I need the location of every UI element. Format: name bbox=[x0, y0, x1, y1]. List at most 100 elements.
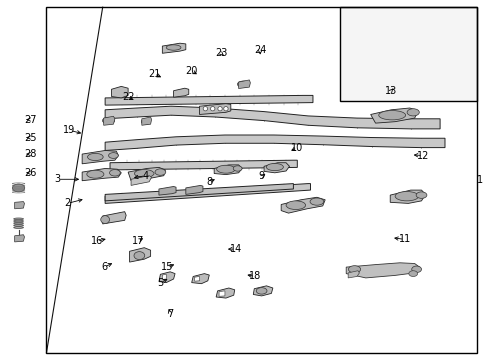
Polygon shape bbox=[264, 163, 289, 173]
Ellipse shape bbox=[415, 192, 426, 198]
Text: 16: 16 bbox=[90, 236, 103, 246]
Ellipse shape bbox=[14, 227, 23, 229]
Polygon shape bbox=[347, 271, 359, 278]
Text: 1: 1 bbox=[476, 175, 482, 185]
Ellipse shape bbox=[394, 192, 418, 201]
Ellipse shape bbox=[102, 117, 114, 124]
Ellipse shape bbox=[166, 45, 181, 50]
Ellipse shape bbox=[408, 271, 417, 276]
Ellipse shape bbox=[309, 198, 323, 205]
Polygon shape bbox=[162, 274, 166, 279]
Ellipse shape bbox=[14, 225, 23, 226]
Polygon shape bbox=[159, 272, 175, 283]
Text: 4: 4 bbox=[142, 171, 148, 181]
Polygon shape bbox=[281, 197, 325, 213]
Ellipse shape bbox=[285, 201, 305, 210]
Text: 14: 14 bbox=[229, 244, 242, 254]
Polygon shape bbox=[185, 185, 203, 194]
Text: 21: 21 bbox=[147, 69, 160, 79]
Polygon shape bbox=[105, 184, 293, 201]
Text: 28: 28 bbox=[24, 149, 37, 159]
Ellipse shape bbox=[134, 252, 144, 260]
Polygon shape bbox=[105, 184, 310, 203]
Ellipse shape bbox=[14, 220, 23, 222]
Polygon shape bbox=[191, 274, 209, 284]
Polygon shape bbox=[214, 165, 242, 175]
Polygon shape bbox=[105, 95, 312, 105]
Polygon shape bbox=[82, 168, 121, 181]
Ellipse shape bbox=[233, 166, 242, 171]
Text: 24: 24 bbox=[253, 45, 266, 55]
Polygon shape bbox=[162, 43, 185, 53]
Ellipse shape bbox=[216, 165, 235, 173]
Text: 13: 13 bbox=[384, 86, 397, 96]
Ellipse shape bbox=[109, 170, 120, 176]
Text: 17: 17 bbox=[131, 236, 144, 246]
Ellipse shape bbox=[14, 218, 23, 220]
Text: 18: 18 bbox=[248, 271, 261, 282]
Bar bbox=[339, 7, 476, 101]
Text: 12: 12 bbox=[416, 150, 428, 161]
Ellipse shape bbox=[406, 109, 418, 116]
Polygon shape bbox=[199, 104, 230, 114]
Polygon shape bbox=[15, 235, 24, 242]
Polygon shape bbox=[216, 288, 234, 298]
Polygon shape bbox=[219, 291, 224, 296]
Ellipse shape bbox=[411, 266, 421, 273]
Text: 7: 7 bbox=[167, 309, 173, 319]
Ellipse shape bbox=[210, 107, 215, 111]
Text: 19: 19 bbox=[63, 125, 76, 135]
Text: 2: 2 bbox=[64, 198, 70, 208]
Polygon shape bbox=[346, 263, 419, 278]
Ellipse shape bbox=[155, 169, 165, 175]
Ellipse shape bbox=[87, 153, 103, 161]
Ellipse shape bbox=[203, 107, 207, 111]
Polygon shape bbox=[105, 135, 444, 150]
Text: 26: 26 bbox=[24, 168, 37, 178]
Ellipse shape bbox=[87, 170, 104, 178]
Polygon shape bbox=[131, 176, 151, 185]
Ellipse shape bbox=[237, 81, 249, 87]
Text: 23: 23 bbox=[214, 48, 227, 58]
Text: 5: 5 bbox=[157, 278, 163, 288]
Polygon shape bbox=[15, 202, 24, 209]
Ellipse shape bbox=[14, 222, 23, 224]
Polygon shape bbox=[194, 276, 199, 281]
Text: 20: 20 bbox=[185, 66, 198, 76]
Polygon shape bbox=[82, 150, 118, 164]
Ellipse shape bbox=[378, 111, 405, 120]
Polygon shape bbox=[110, 160, 297, 170]
Ellipse shape bbox=[218, 107, 222, 111]
Polygon shape bbox=[370, 108, 417, 123]
Polygon shape bbox=[128, 167, 165, 181]
Text: 11: 11 bbox=[398, 234, 410, 244]
Text: 8: 8 bbox=[206, 177, 212, 187]
Ellipse shape bbox=[256, 288, 266, 294]
Ellipse shape bbox=[141, 119, 150, 125]
Polygon shape bbox=[103, 116, 115, 125]
Text: 22: 22 bbox=[122, 92, 134, 102]
Text: 3: 3 bbox=[55, 174, 61, 184]
Ellipse shape bbox=[265, 163, 283, 171]
Text: 10: 10 bbox=[290, 143, 303, 153]
Polygon shape bbox=[173, 88, 188, 97]
Text: 25: 25 bbox=[24, 132, 37, 143]
Text: 15: 15 bbox=[161, 262, 173, 272]
Text: 27: 27 bbox=[24, 114, 37, 125]
Polygon shape bbox=[105, 106, 439, 129]
Ellipse shape bbox=[108, 153, 118, 158]
Polygon shape bbox=[129, 248, 150, 262]
Text: 6: 6 bbox=[101, 262, 107, 272]
Ellipse shape bbox=[101, 216, 109, 224]
Bar bbox=[46, 7, 476, 353]
Text: 9: 9 bbox=[258, 171, 264, 181]
Polygon shape bbox=[238, 80, 250, 89]
Ellipse shape bbox=[347, 266, 360, 273]
Ellipse shape bbox=[223, 107, 227, 111]
Polygon shape bbox=[111, 86, 128, 98]
Polygon shape bbox=[159, 186, 176, 195]
Polygon shape bbox=[142, 117, 151, 125]
Polygon shape bbox=[253, 286, 272, 296]
Polygon shape bbox=[389, 190, 425, 203]
Ellipse shape bbox=[12, 184, 24, 192]
